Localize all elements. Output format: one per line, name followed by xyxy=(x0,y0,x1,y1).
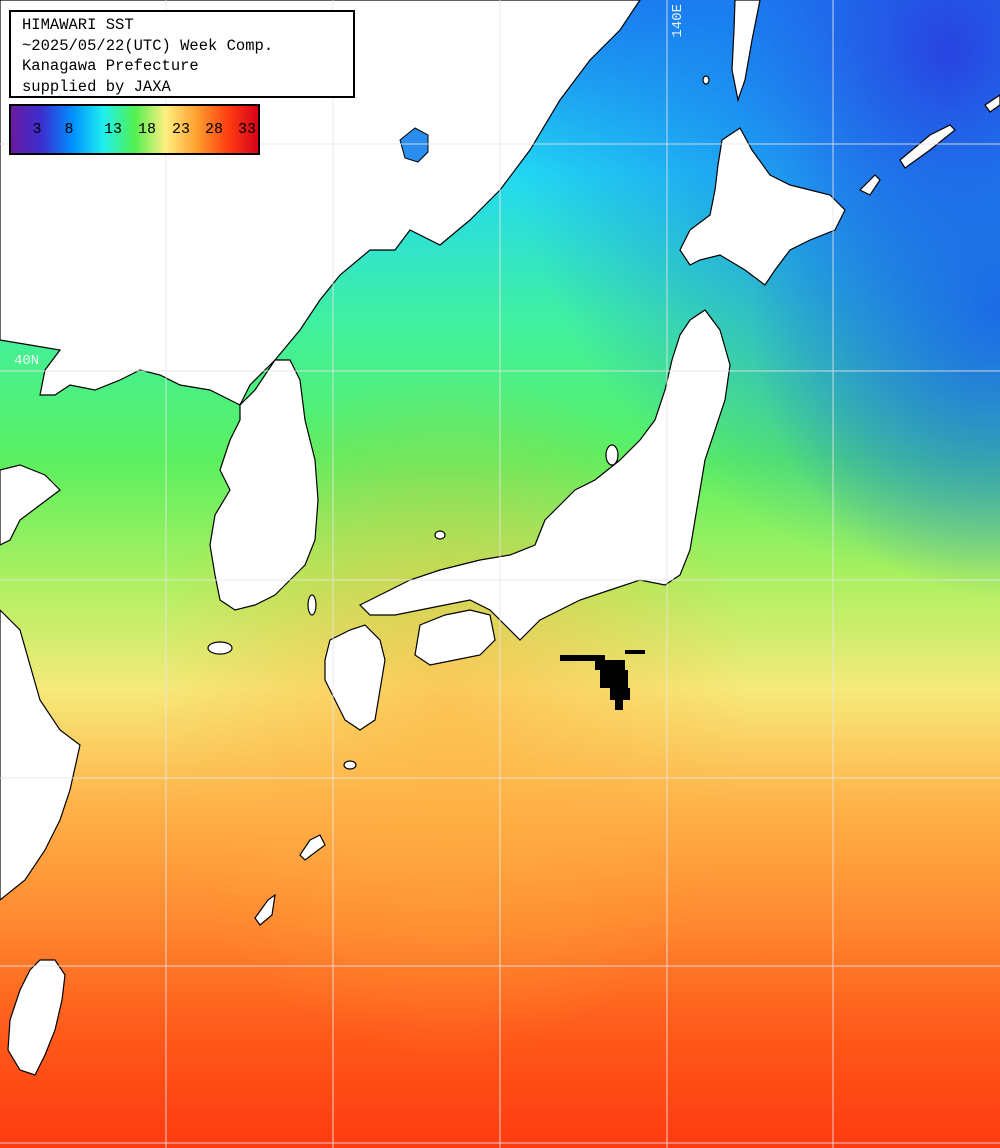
colorbar-tick-label: 28 xyxy=(204,121,224,138)
honshu xyxy=(358,309,731,641)
rishiri xyxy=(702,75,710,85)
tanegashima xyxy=(343,760,357,770)
amami xyxy=(254,893,276,926)
tsushima xyxy=(307,594,317,616)
continent-west xyxy=(0,464,61,546)
oki-island xyxy=(434,530,446,540)
title-box: HIMAWARI SST ~2025/05/22(UTC) Week Comp.… xyxy=(9,10,355,98)
title-line-4: supplied by JAXA xyxy=(22,77,171,96)
land xyxy=(0,0,1000,1076)
shikoku xyxy=(414,609,496,666)
colorbar-tick-label: 8 xyxy=(64,121,74,138)
longitude-label: 140E xyxy=(670,4,686,38)
taiwan xyxy=(7,959,66,1076)
title-line-3: Kanagawa Prefecture xyxy=(22,57,199,75)
china-coast xyxy=(0,609,81,901)
korean-peninsula xyxy=(209,359,319,611)
latitude-label: 40N xyxy=(14,353,40,369)
jeju-island xyxy=(207,641,233,655)
colorbar-tick-label: 18 xyxy=(137,121,157,138)
lake xyxy=(399,127,429,163)
okinawa xyxy=(299,834,326,861)
sakhalin xyxy=(731,0,761,103)
title-line-2: ~2025/05/22(UTC) Week Comp. xyxy=(22,36,274,55)
temperature-colorbar: 3 8 13 18 23 28 33 xyxy=(9,104,260,155)
colorbar-tick-label: 23 xyxy=(171,121,191,138)
kuril-islands xyxy=(858,124,956,196)
colorbar-tick-label: 13 xyxy=(103,121,123,138)
hokkaido xyxy=(679,127,846,286)
continent-north xyxy=(0,0,641,406)
colorbar-labels: 3 8 13 18 23 28 33 xyxy=(11,106,258,153)
sado-island xyxy=(605,444,619,466)
colorbar-tick-label: 3 xyxy=(32,121,42,138)
colorbar-tick-label: 33 xyxy=(237,121,257,138)
missing-data-specks xyxy=(560,650,645,710)
kuril-north xyxy=(984,94,1000,113)
kyushu xyxy=(324,624,386,731)
title-line-1: HIMAWARI SST xyxy=(22,16,134,34)
